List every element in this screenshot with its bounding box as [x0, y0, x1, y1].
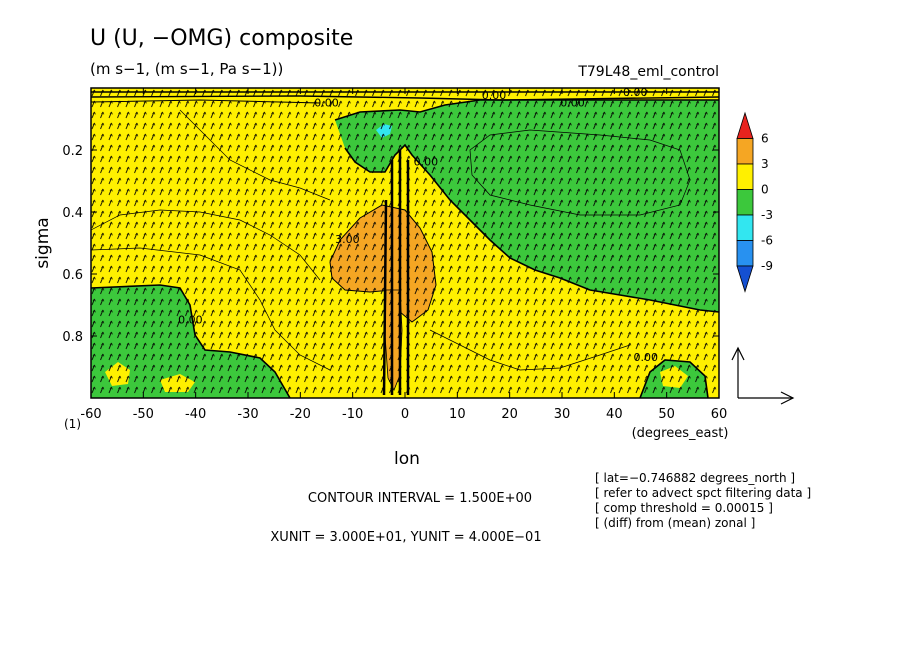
- x-tick-label: 0: [401, 407, 409, 422]
- colorbar-swatch: [736, 163, 754, 190]
- colorbar-swatch: [736, 189, 754, 216]
- x-tick-label: 20: [501, 407, 518, 422]
- contour-label: 0.00: [560, 97, 585, 110]
- contour-label: 0.00: [414, 156, 439, 169]
- y-tick-label: 0.8: [62, 330, 83, 345]
- x-tick-label: 60: [711, 407, 728, 422]
- colorbar-swatch: [736, 214, 754, 241]
- colorbar-label: 6: [761, 132, 769, 146]
- colorbar: 6 3 0 -3 -6 -9: [736, 111, 773, 293]
- y-tick-label: 0.2: [62, 144, 83, 159]
- colorbar-label: -3: [761, 208, 773, 222]
- contour-label: 0.00: [633, 351, 658, 364]
- contour-label: 0.00: [482, 89, 507, 102]
- x-tick-label: -60: [80, 407, 101, 422]
- chart-units: (m s−1, (m s−1, Pa s−1)): [90, 60, 283, 78]
- strong-vectors: [382, 150, 410, 396]
- contour-label: 0.00: [314, 97, 339, 110]
- vector-field: [91, 88, 719, 398]
- colorbar-swatch: [736, 111, 754, 139]
- unit-vector-info: XUNIT = 3.000E+01, YUNIT = 4.000E−01: [270, 530, 541, 545]
- plot-area: [91, 88, 719, 398]
- colorbar-swatch: [736, 138, 754, 165]
- x-tick-label: -30: [237, 407, 258, 422]
- contour-label: 3.00: [335, 233, 360, 246]
- x-axis-units: (degrees_east): [632, 426, 729, 441]
- contour-label: 0.00: [178, 314, 203, 327]
- x-tick-label: 30: [554, 407, 571, 422]
- reference-vector: [731, 346, 795, 405]
- x-tick-label: 50: [658, 407, 675, 422]
- contour-labels: 0.00 0.00 0.00 0.00 0.00 3.00 0.00 0.00: [178, 86, 658, 364]
- x-tick-label: -20: [290, 407, 311, 422]
- chart-title: U (U, −OMG) composite: [90, 26, 353, 51]
- note-line: [ lat=−0.746882 degrees_north ]: [595, 471, 795, 485]
- note-line: [ (diff) from (mean) zonal ]: [595, 516, 755, 530]
- y-axis-label: sigma: [33, 217, 53, 268]
- corner-label: (1): [64, 417, 81, 431]
- note-line: [ refer to advect spct filtering data ]: [595, 486, 811, 500]
- y-tick-label: 0.4: [62, 206, 83, 221]
- note-line: [ comp threshold = 0.00015 ]: [595, 501, 773, 515]
- x-tick-label: -10: [342, 407, 363, 422]
- x-axis-label: lon: [394, 449, 420, 469]
- x-tick-label: 40: [606, 407, 623, 422]
- colorbar-label: 3: [761, 157, 769, 171]
- y-tick-label: 0.6: [62, 268, 83, 283]
- x-tick-label: -40: [185, 407, 206, 422]
- contour-interval: CONTOUR INTERVAL = 1.500E+00: [308, 491, 532, 506]
- colorbar-label: -6: [761, 234, 773, 248]
- colorbar-label: 0: [761, 183, 769, 197]
- experiment-label: T79L48_eml_control: [577, 64, 719, 80]
- colorbar-label: -9: [761, 259, 773, 273]
- notes: [ lat=−0.746882 degrees_north ] [ refer …: [595, 471, 811, 530]
- axes: -60 -50 -40 -30 -20 -10 0 10 20 30 40 50 60 0.2 0.4 0.6…: [62, 88, 727, 422]
- x-tick-label: 10: [449, 407, 466, 422]
- x-tick-label: -50: [133, 407, 154, 422]
- colorbar-swatch: [736, 240, 754, 267]
- contour-label: 0.00: [623, 86, 648, 99]
- colorbar-swatch: [736, 265, 754, 293]
